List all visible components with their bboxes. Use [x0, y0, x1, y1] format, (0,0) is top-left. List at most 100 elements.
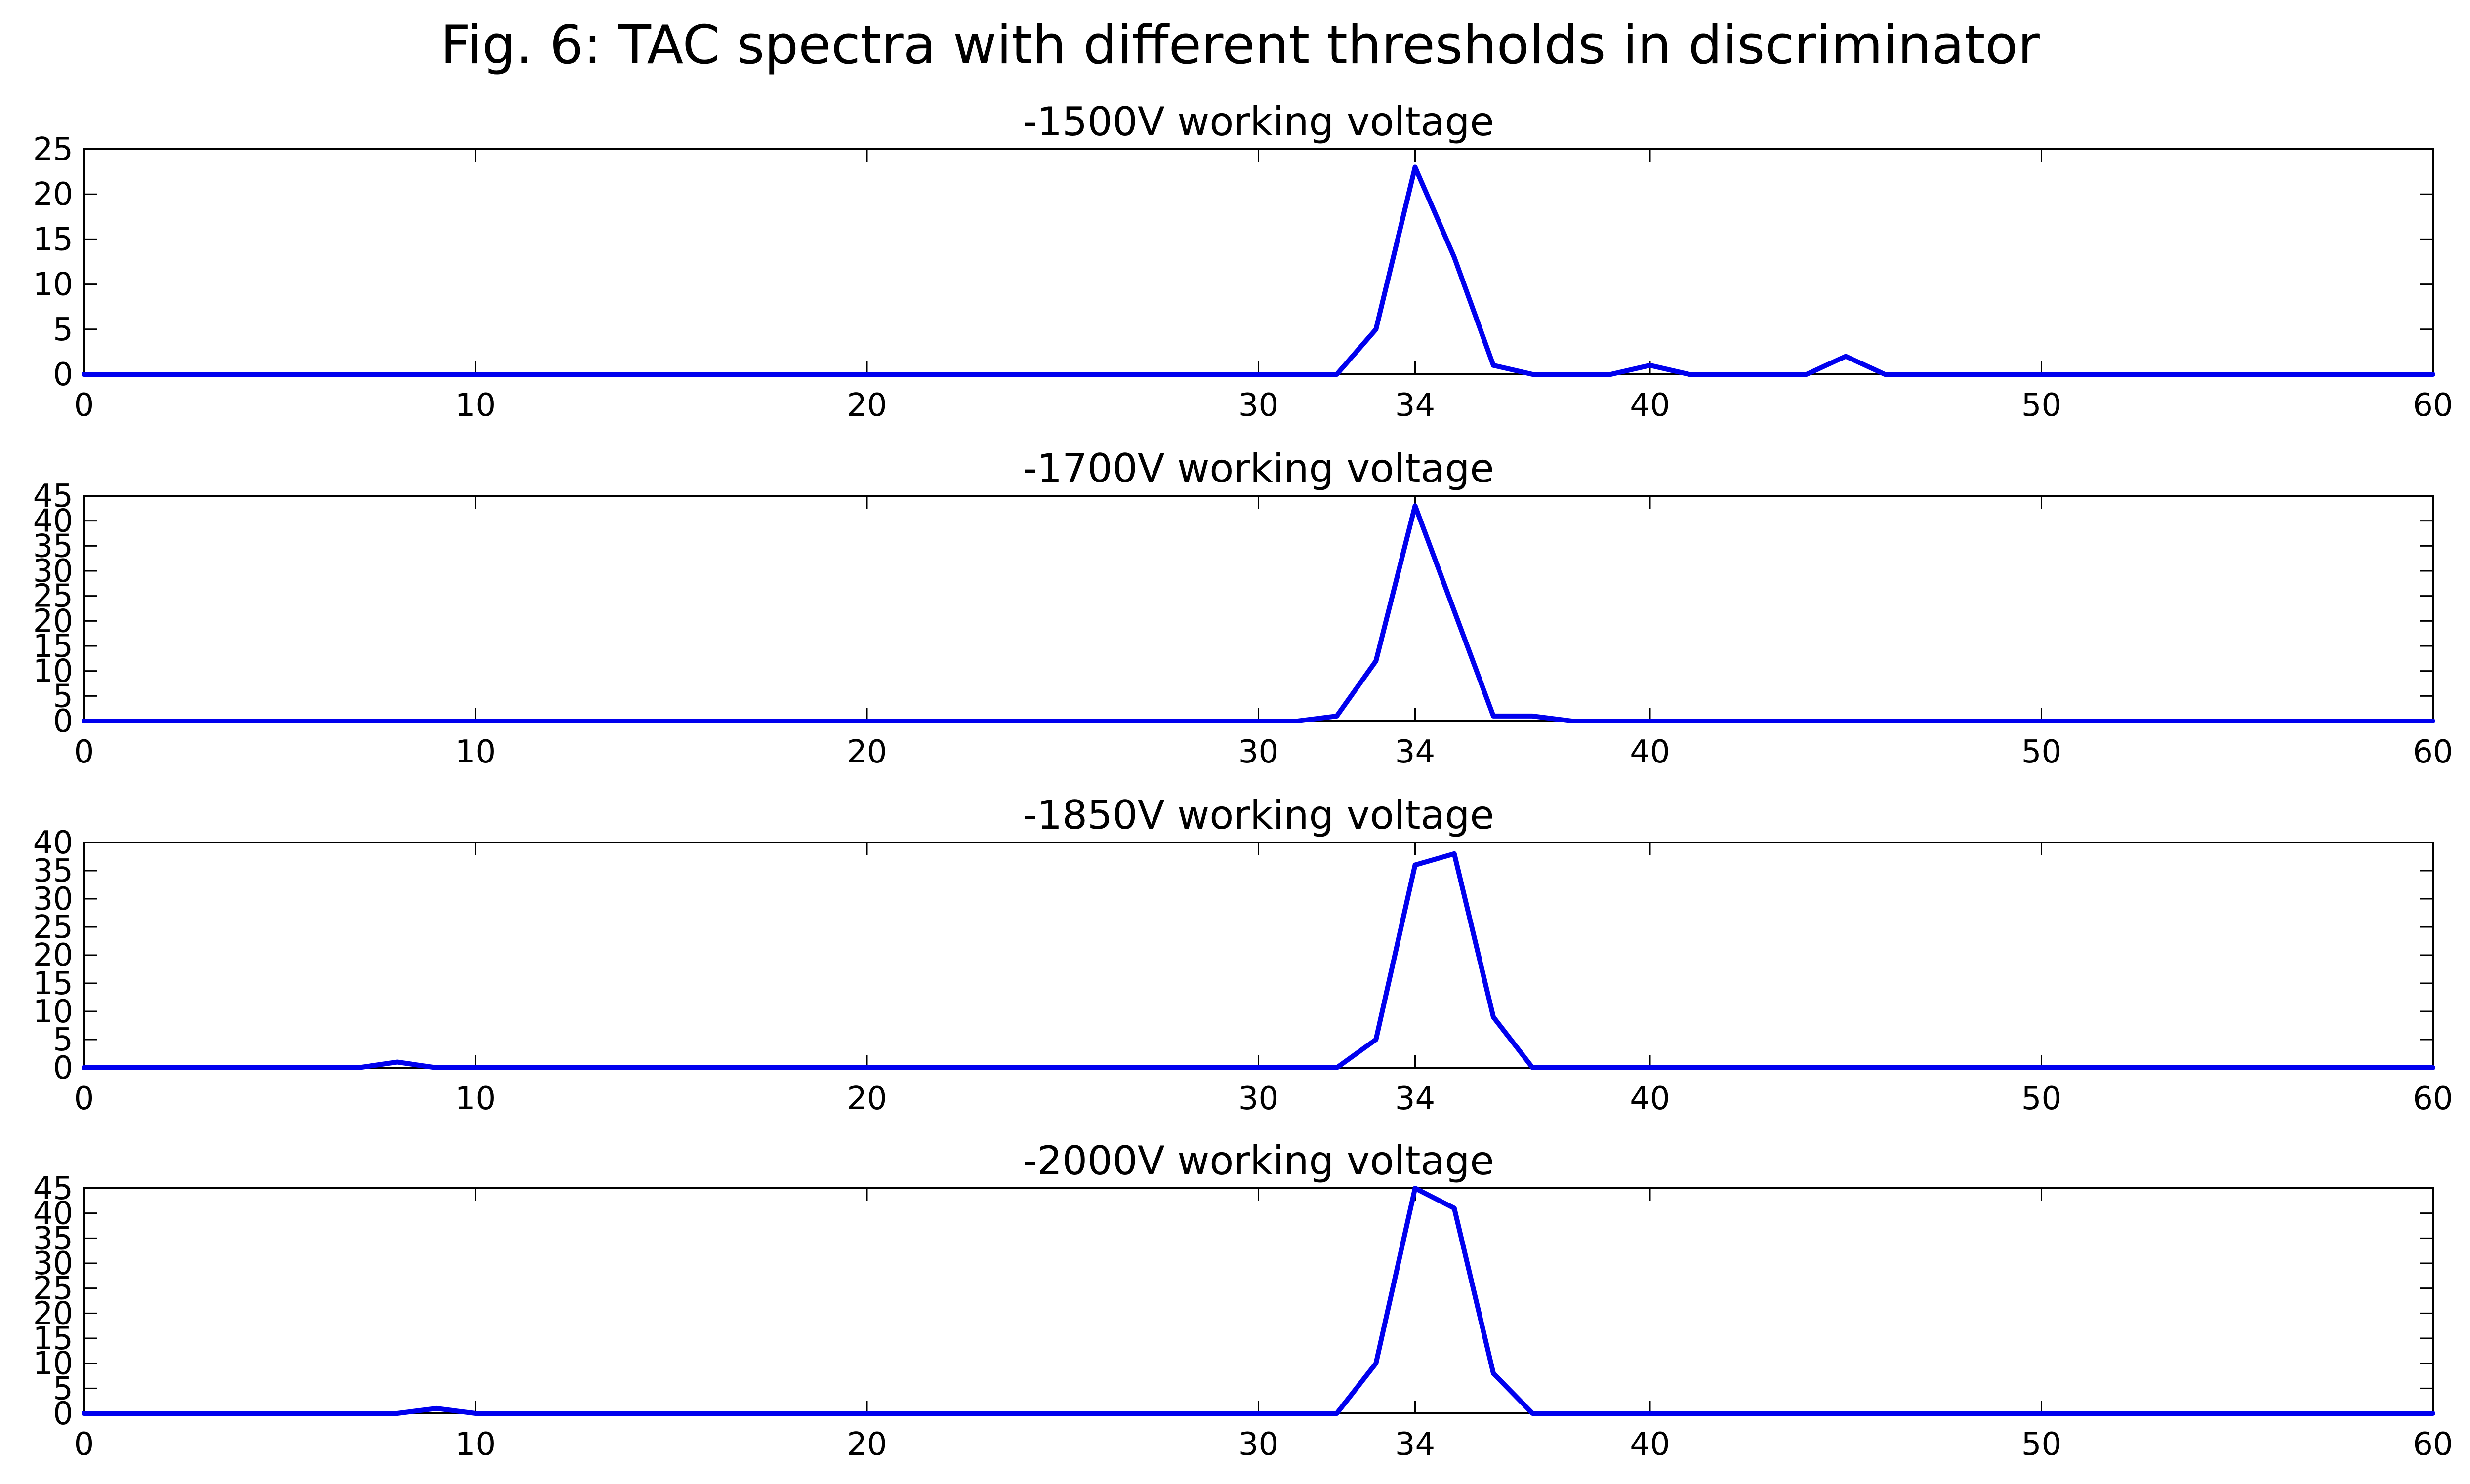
x-tick-label: 20 — [847, 387, 887, 424]
y-tick-label: 25 — [33, 131, 73, 168]
data-point — [395, 1060, 400, 1065]
x-tick-label: 40 — [1630, 734, 1670, 770]
data-point — [1373, 1361, 1378, 1366]
x-tick-label: 10 — [455, 1426, 495, 1463]
data-point — [1413, 863, 1418, 868]
data-point — [1883, 372, 1888, 377]
y-tick-label: 5 — [53, 678, 73, 715]
y-tick-label: 20 — [33, 937, 73, 974]
y-tick-label: 10 — [33, 267, 73, 303]
data-point — [395, 1411, 400, 1416]
x-tick-label: 30 — [1238, 1081, 1278, 1117]
series-line — [82, 1186, 2435, 1416]
data-point — [1334, 1411, 1339, 1416]
subplot-title: -1850V working voltage — [1023, 792, 1494, 838]
data-point — [1452, 851, 1457, 856]
x-tick-label: 34 — [1395, 734, 1435, 770]
x-tick-label: 34 — [1395, 1081, 1435, 1117]
x-tick-label: 30 — [1238, 387, 1278, 424]
y-tick-label: 5 — [53, 312, 73, 348]
y-tick-label: 25 — [33, 1271, 73, 1307]
x-tick-label: 0 — [74, 387, 94, 424]
data-point — [82, 1411, 86, 1416]
y-tick-label: 0 — [53, 1396, 73, 1432]
y-tick-label: 25 — [33, 909, 73, 946]
y-tick-label: 0 — [53, 357, 73, 393]
data-point — [1373, 1037, 1378, 1042]
data-point — [2430, 372, 2435, 377]
x-tick-label: 0 — [74, 1426, 94, 1463]
y-tick-label: 10 — [33, 994, 73, 1030]
x-tick-label: 60 — [2413, 1426, 2453, 1463]
x-tick-label: 40 — [1630, 1426, 1670, 1463]
subplot-1: -1500V working voltage 0 10 20 30 34 40 50 60 0 5 1… — [33, 99, 2453, 424]
data-point — [2430, 1411, 2435, 1416]
data-point — [1765, 372, 1770, 377]
data-point — [1491, 1371, 1496, 1376]
data-point — [1452, 1206, 1457, 1211]
series-line — [82, 164, 2435, 377]
data-point — [434, 1065, 439, 1070]
x-tick-label: 20 — [847, 1426, 887, 1463]
data-point — [1452, 608, 1457, 613]
data-point — [1413, 1186, 1418, 1191]
data-point — [1530, 1065, 1535, 1070]
x-tick-label: 30 — [1238, 1426, 1278, 1463]
y-tick-label: 0 — [53, 1050, 73, 1086]
data-point — [1295, 719, 1300, 723]
data-point — [1413, 503, 1418, 508]
data-point — [1726, 372, 1731, 377]
y-tick-label: 40 — [33, 503, 73, 540]
data-point — [1530, 714, 1535, 719]
y-tick-label: 30 — [33, 1245, 73, 1282]
data-point — [1373, 327, 1378, 332]
data-point — [1491, 363, 1496, 368]
y-tick-label: 45 — [33, 478, 73, 515]
data-point — [1647, 363, 1652, 368]
data-point — [1373, 658, 1378, 663]
data-point — [1843, 354, 1848, 359]
y-tick-label: 5 — [53, 1022, 73, 1058]
x-tick-label: 34 — [1395, 1426, 1435, 1463]
subplot-title: -2000V working voltage — [1023, 1138, 1494, 1184]
data-point — [1804, 372, 1809, 377]
y-tick-label: 40 — [33, 1196, 73, 1232]
x-tick-label: 0 — [74, 1081, 94, 1117]
x-tick-label: 50 — [2021, 1081, 2061, 1117]
data-point — [1413, 164, 1418, 169]
y-tick-label: 15 — [33, 628, 73, 665]
x-tick-label: 0 — [74, 734, 94, 770]
data-point — [1608, 372, 1613, 377]
x-tick-label: 20 — [847, 1081, 887, 1117]
y-tick-label: 15 — [33, 1321, 73, 1357]
y-tick-label: 10 — [33, 653, 73, 690]
y-tick-label: 15 — [33, 221, 73, 258]
y-tick-label: 40 — [33, 825, 73, 861]
y-tick-label: 20 — [33, 1295, 73, 1332]
data-point — [1334, 1065, 1339, 1070]
y-tick-label: 35 — [33, 853, 73, 889]
figure-title: Fig. 6: TAC spectra with different thres… — [440, 14, 2040, 76]
data-point — [356, 1065, 361, 1070]
data-point — [1491, 714, 1496, 719]
x-tick-label: 50 — [2021, 387, 2061, 424]
data-point — [1491, 1014, 1496, 1019]
data-point — [1530, 372, 1535, 377]
series-line — [82, 851, 2435, 1070]
y-tick-label: 20 — [33, 176, 73, 213]
x-tick-label: 60 — [2413, 734, 2453, 770]
y-tick-label: 35 — [33, 528, 73, 564]
data-point — [1569, 719, 1574, 723]
data-point — [434, 1406, 439, 1411]
x-tick-label: 40 — [1630, 1081, 1670, 1117]
x-tick-label: 10 — [455, 1081, 495, 1117]
y-tick-label: 30 — [33, 553, 73, 590]
data-point — [1687, 372, 1691, 377]
x-tick-label: 30 — [1238, 734, 1278, 770]
